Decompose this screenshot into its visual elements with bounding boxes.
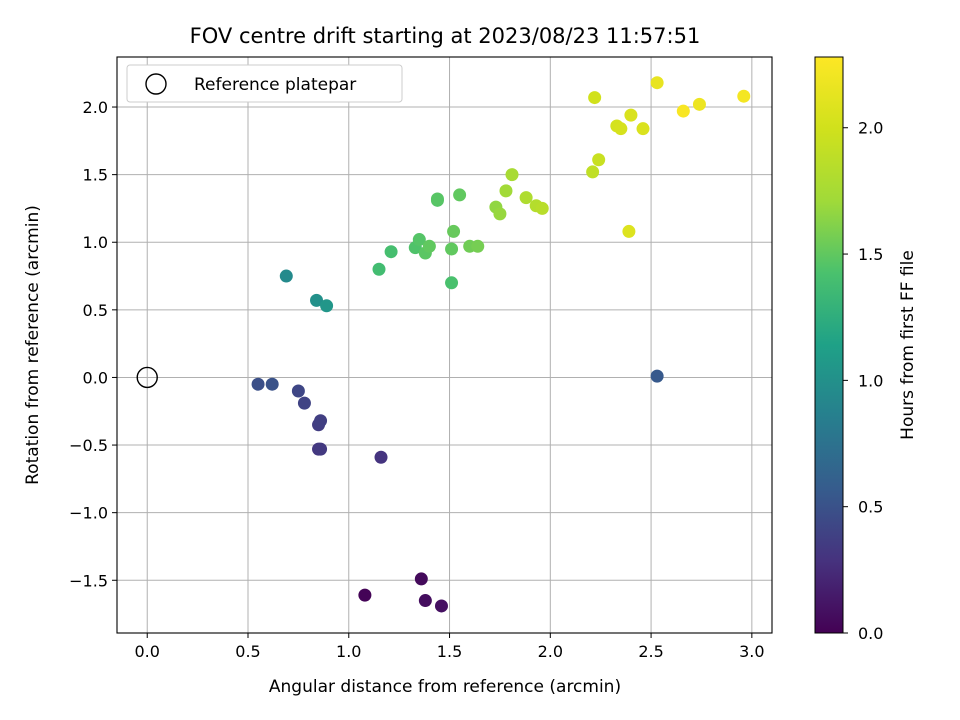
scatter-point bbox=[622, 224, 636, 238]
y-tick-label: −0.5 bbox=[69, 436, 108, 455]
x-tick-label: 0.5 bbox=[235, 642, 260, 661]
legend-entry-label: Reference platepar bbox=[194, 75, 356, 95]
x-axis-label: Angular distance from reference (arcmin) bbox=[269, 677, 621, 697]
x-tick-label: 2.5 bbox=[638, 642, 663, 661]
scatter-point bbox=[505, 168, 519, 182]
scatter-point bbox=[320, 299, 334, 313]
legend-reference-marker bbox=[145, 73, 167, 95]
scatter-point bbox=[434, 599, 448, 613]
scatter-point bbox=[297, 396, 311, 410]
y-axis-ticks: −1.5 −1.0 −0.5 0.0 0.5 1.0 1.5 2.0 bbox=[69, 98, 117, 590]
plot-frame bbox=[116, 56, 773, 634]
x-tick-label: 1.0 bbox=[336, 642, 361, 661]
scatter-point bbox=[279, 269, 293, 283]
reference-marker bbox=[136, 366, 158, 389]
y-tick-label: 0.0 bbox=[83, 368, 108, 387]
scatter-point bbox=[614, 122, 628, 136]
colorbar-label: Hours from first FF file bbox=[898, 250, 918, 440]
colorbar: 0.0 0.5 1.0 1.5 2.0 Hours from first FF file bbox=[814, 56, 918, 643]
scatter-point bbox=[624, 108, 638, 122]
y-tick-label: 1.5 bbox=[83, 166, 108, 185]
scatter-point bbox=[586, 165, 600, 179]
scatter-point bbox=[430, 192, 444, 206]
y-tick-label: 2.0 bbox=[83, 98, 108, 117]
scatter-point bbox=[251, 377, 265, 391]
colorbar-tick-label: 2.0 bbox=[858, 119, 883, 138]
scatter-points bbox=[251, 76, 751, 613]
scatter-point bbox=[422, 239, 436, 253]
scatter-point bbox=[291, 384, 305, 398]
x-axis-ticks: 0.0 0.5 1.0 1.5 2.0 2.5 3.0 bbox=[135, 633, 765, 661]
legend: Reference platepar bbox=[126, 64, 403, 103]
scatter-point bbox=[588, 91, 602, 105]
y-tick-label: −1.5 bbox=[69, 571, 108, 590]
scatter-point bbox=[384, 245, 398, 259]
scatter-point bbox=[372, 262, 386, 276]
y-tick-label: 0.5 bbox=[83, 301, 108, 320]
scatter-point bbox=[414, 572, 428, 586]
reference-marker-group bbox=[136, 366, 158, 389]
grid bbox=[117, 57, 772, 633]
scatter-point bbox=[471, 239, 485, 253]
colorbar-tick-label: 0.5 bbox=[858, 498, 883, 517]
scatter-point bbox=[265, 377, 279, 391]
colorbar-tick-label: 1.5 bbox=[858, 245, 883, 264]
scatter-point bbox=[493, 207, 507, 221]
scatter-point bbox=[418, 594, 432, 608]
scatter-point bbox=[592, 153, 606, 167]
colorbar-tick-label: 0.0 bbox=[858, 624, 883, 643]
x-tick-label: 0.0 bbox=[135, 642, 160, 661]
scatter-point bbox=[636, 122, 650, 136]
scatter-point bbox=[310, 293, 324, 307]
scatter-point bbox=[445, 242, 459, 256]
y-tick-label: 1.0 bbox=[83, 233, 108, 252]
scatter-point bbox=[535, 201, 549, 215]
colorbar-ticks: 0.0 0.5 1.0 1.5 2.0 bbox=[843, 119, 883, 643]
scatter-point bbox=[650, 369, 664, 383]
scatter-point bbox=[412, 233, 426, 247]
scatter-point bbox=[445, 276, 459, 290]
scatter-point bbox=[692, 97, 706, 111]
scatter-point bbox=[314, 414, 328, 428]
y-axis-label: Rotation from reference (arcmin) bbox=[23, 205, 43, 485]
x-tick-label: 3.0 bbox=[739, 642, 764, 661]
scatter-point bbox=[453, 188, 467, 202]
scatter-point bbox=[737, 89, 751, 103]
chart-title: FOV centre drift starting at 2023/08/23 … bbox=[190, 24, 701, 48]
colorbar-tick-label: 1.0 bbox=[858, 371, 883, 390]
scatter-point bbox=[676, 104, 690, 118]
x-tick-label: 2.0 bbox=[538, 642, 563, 661]
scatter-point bbox=[374, 450, 388, 464]
scatter-point bbox=[650, 76, 664, 90]
x-tick-label: 1.5 bbox=[437, 642, 462, 661]
scatter-point bbox=[314, 442, 328, 456]
y-tick-label: −1.0 bbox=[69, 504, 108, 523]
scatter-point bbox=[447, 224, 461, 238]
legend-box bbox=[126, 64, 403, 103]
colorbar-gradient bbox=[814, 56, 844, 634]
scatter-point bbox=[499, 184, 513, 198]
scatter-point bbox=[358, 588, 372, 602]
scatter-point bbox=[519, 191, 533, 205]
